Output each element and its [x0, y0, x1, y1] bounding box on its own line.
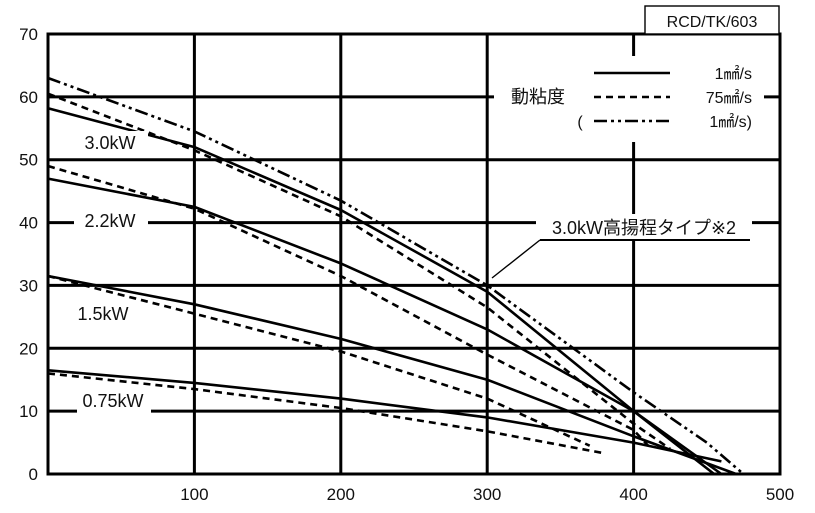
legend-group-label: 動粘度	[511, 87, 565, 107]
series-label-bg	[74, 131, 148, 155]
series-line-3.0kW-solid	[47, 106, 723, 476]
x-tick-label: 400	[619, 485, 647, 504]
series-line-1.5kW-dashed	[47, 274, 591, 447]
legend-paren: (	[577, 114, 583, 131]
series-label-bg	[67, 302, 141, 326]
annotation-leader	[491, 239, 541, 279]
series-line-0.75kW-solid	[47, 369, 722, 463]
series-label-bg	[77, 389, 151, 413]
plot-frame	[46, 32, 782, 476]
series-line-3.0kW-dashed	[47, 92, 671, 450]
y-tick-label: 20	[19, 339, 38, 358]
series-label: 2.2kW	[84, 211, 135, 231]
legend-entry-label: 1㎟/s)	[709, 113, 752, 131]
series-label: 3.0kW	[84, 133, 135, 153]
legend-entry-label: 1㎟/s	[715, 65, 752, 83]
x-tick-label: 200	[327, 485, 355, 504]
y-tick-label: 60	[19, 88, 38, 107]
y-tick-label: 50	[19, 151, 38, 170]
x-tick-label: 500	[766, 485, 794, 504]
annotation-label: 3.0kW高揚程タイプ※2	[552, 218, 736, 238]
series-line-3.0kW2-dashdot	[47, 76, 745, 475]
x-tick-label: 100	[180, 485, 208, 504]
y-tick-label: 0	[29, 465, 38, 484]
y-tick-label: 30	[19, 276, 38, 295]
series-line-0.75kW-dashed	[47, 372, 605, 455]
series-line-2.2kW-solid	[47, 177, 715, 476]
y-tick-label: 70	[19, 25, 38, 44]
code-label-box	[644, 5, 780, 35]
legend-entry-label: 75㎟/s	[706, 89, 752, 107]
series-line-1.5kW-solid	[47, 274, 737, 476]
x-tick-label: 300	[473, 485, 501, 504]
series-line-2.2kW-dashed	[47, 164, 650, 447]
y-tick-label: 40	[19, 214, 38, 233]
series-label: 0.75kW	[82, 391, 143, 411]
annotation-bg	[536, 214, 752, 240]
legend-bg	[494, 56, 764, 142]
series-label-bg	[74, 209, 148, 233]
series-label: 1.5kW	[77, 304, 128, 324]
code-label: RCD/TK/603	[667, 14, 758, 31]
y-tick-label: 10	[19, 402, 38, 421]
